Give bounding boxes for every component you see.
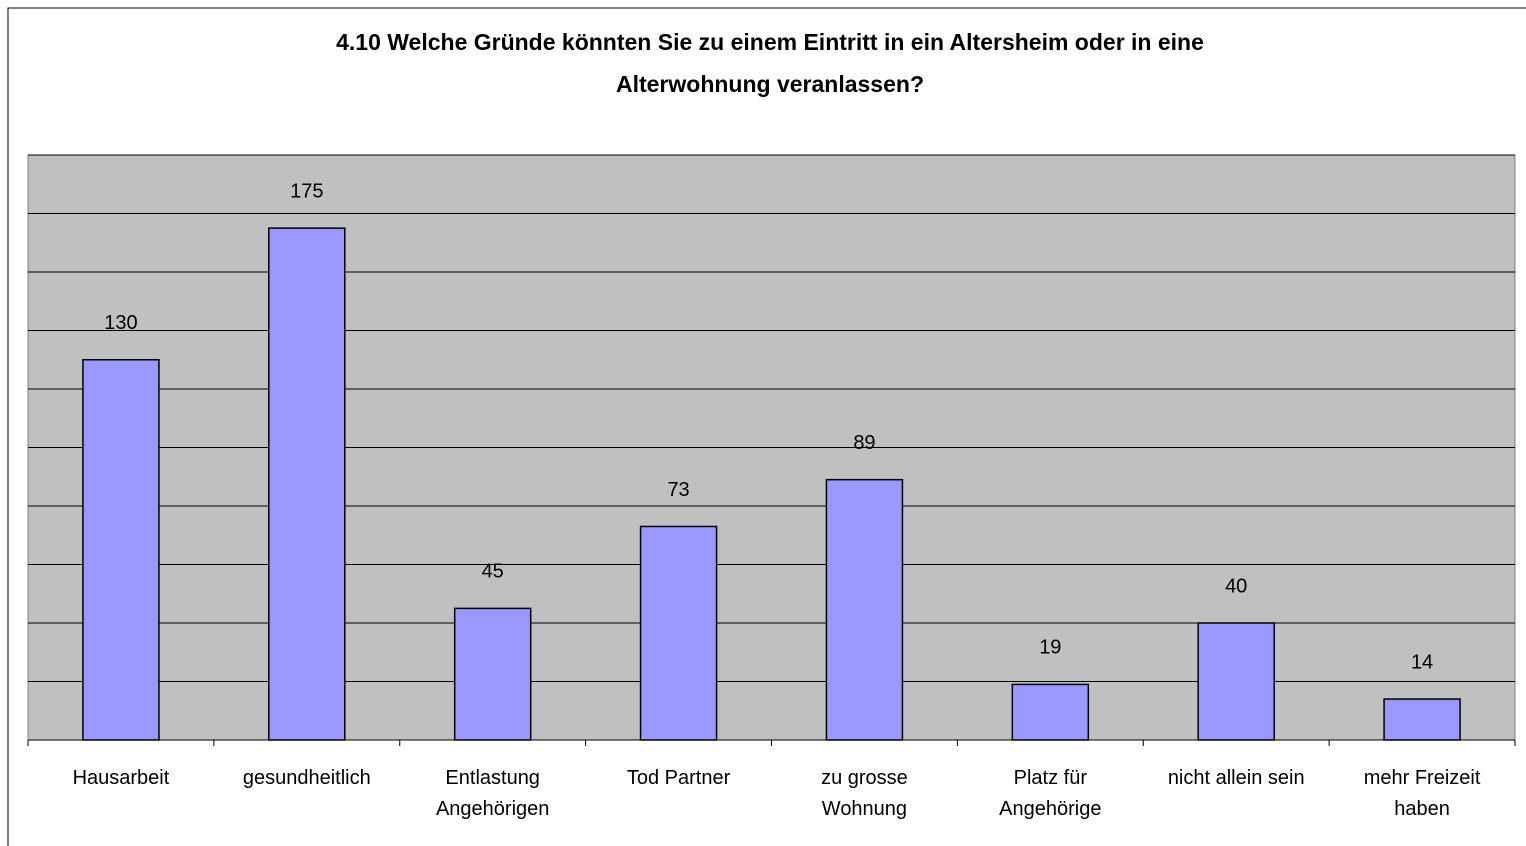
value-label: 73 <box>667 479 689 501</box>
x-tick-label: Entlastung Angehörigen <box>436 767 549 820</box>
bar <box>453 607 532 741</box>
value-label: 19 <box>1039 637 1061 659</box>
bar <box>825 478 904 741</box>
value-label: 175 <box>290 180 323 202</box>
bar <box>1011 683 1090 741</box>
value-label: 45 <box>482 561 504 583</box>
bar <box>1383 698 1461 741</box>
chart-title: 4.10 Welche Gründe könnten Sie zu einem … <box>336 29 1204 97</box>
x-tick-label: Hausarbeit <box>73 767 170 789</box>
x-tick-label: gesundheitlich <box>243 767 371 789</box>
value-label: 14 <box>1411 651 1433 673</box>
value-label: 89 <box>853 432 875 454</box>
x-tick-label: Tod Partner <box>627 767 731 789</box>
value-label: 130 <box>104 312 137 334</box>
x-tick-label: zu grosse Wohnung <box>821 767 908 820</box>
x-tick-label: mehr Freizeit haben <box>1364 767 1481 820</box>
bar <box>82 359 160 741</box>
bar <box>1197 622 1275 741</box>
x-tick-label: nicht allein sein <box>1168 767 1305 789</box>
bar <box>268 227 346 741</box>
x-tick-label: Platz für Angehörige <box>999 767 1101 820</box>
bar <box>639 525 718 741</box>
value-label: 40 <box>1225 575 1247 597</box>
